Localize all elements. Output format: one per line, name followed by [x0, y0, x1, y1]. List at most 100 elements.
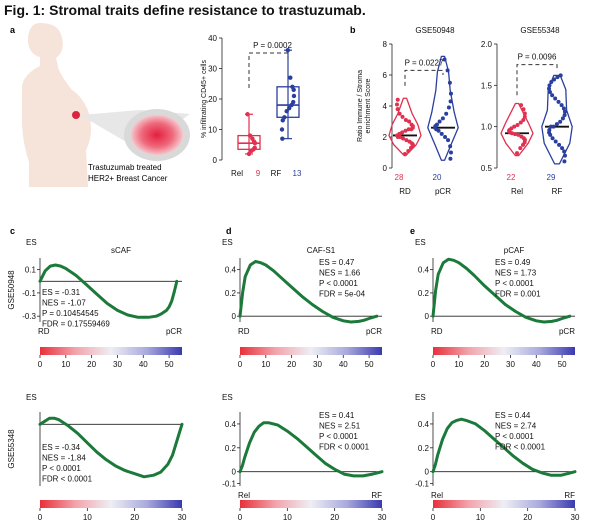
- data-point: [555, 75, 560, 80]
- data-point: [512, 124, 517, 129]
- data-point: [562, 149, 567, 154]
- data-point: [279, 127, 285, 132]
- data-point: [395, 97, 400, 102]
- data-point: [519, 103, 524, 108]
- x-tick-label: pCR: [435, 187, 451, 196]
- x-tick-label: RF: [552, 187, 563, 196]
- y-tick-label: -0.3: [22, 312, 36, 321]
- y-tick-label: 0.2: [418, 289, 430, 298]
- x-tick-label: 50: [365, 360, 374, 369]
- rank-right-label: pCR: [366, 327, 382, 336]
- data-point: [448, 150, 453, 155]
- data-point: [550, 136, 555, 141]
- y-tick-label: 2.0: [481, 40, 493, 49]
- violin-outline: [427, 55, 459, 161]
- significance-bracket: [404, 69, 444, 86]
- data-point: [560, 116, 565, 121]
- data-point: [409, 122, 414, 127]
- y-tick-label: 0: [425, 312, 430, 321]
- violin-rd: [388, 97, 422, 157]
- data-point: [291, 93, 297, 99]
- data-point: [439, 131, 444, 136]
- y-tick-label: 20: [208, 95, 217, 104]
- data-point: [560, 146, 565, 151]
- stat-line: ES = -0.34: [42, 443, 81, 452]
- y-tick-label: 40: [208, 34, 217, 43]
- data-point: [516, 132, 521, 137]
- stat-line: ES = 0.44: [495, 411, 531, 420]
- violin-rel: [500, 102, 534, 157]
- data-point: [562, 113, 567, 118]
- data-point: [448, 99, 453, 104]
- data-point: [288, 75, 293, 80]
- data-point: [519, 134, 524, 139]
- y-tick-label: 0: [425, 468, 430, 477]
- x-tick-label: 30: [113, 360, 122, 369]
- y-axis-label-line2: enrichment Score: [365, 78, 372, 133]
- x-tick-label: 20: [330, 513, 339, 522]
- p-value: P = 0.0002: [253, 41, 292, 50]
- p-value: P = 0.0096: [518, 53, 557, 62]
- y-tick-label: 0.2: [225, 289, 237, 298]
- sample-count: 20: [433, 173, 442, 182]
- box-body: [276, 86, 300, 118]
- significance-bracket: [248, 52, 289, 88]
- chart-title: pCAF: [504, 246, 525, 255]
- x-tick-label: 10: [61, 360, 70, 369]
- y-tick-label: 2: [383, 133, 388, 142]
- y-tick-label: 4: [383, 102, 388, 111]
- stat-line: FDR = 0.17559469: [42, 320, 110, 329]
- data-point: [395, 102, 400, 107]
- data-point: [561, 106, 566, 111]
- gsea-plot-c-top: ES sCAF 0.1 -0.1 -0.3 ES = -0.31 NES = -1.07P …: [7, 238, 182, 369]
- data-point: [446, 105, 451, 110]
- rank-color-bar: [433, 500, 575, 508]
- data-point: [401, 136, 406, 141]
- violin-rf: [541, 73, 573, 165]
- stat-line: NES = 1.66: [319, 269, 361, 278]
- data-point: [558, 73, 563, 78]
- chart-title: CAF-S1: [307, 246, 336, 255]
- panel-label-a: a: [10, 25, 16, 35]
- violin-outline: [541, 74, 573, 165]
- y-tick-label: 0.4: [225, 266, 237, 275]
- data-point: [518, 146, 523, 151]
- x-tick-label: 0: [431, 360, 436, 369]
- data-point: [395, 107, 400, 112]
- data-point: [445, 68, 450, 73]
- rank-right-label: pCR: [166, 327, 182, 336]
- stat-line: NES = 2.74: [495, 422, 537, 431]
- data-point: [446, 138, 451, 143]
- panel-a-caption-line2: HER2+ Breast Cancer: [88, 174, 168, 183]
- rank-right-label: pCR: [559, 327, 575, 336]
- data-point: [547, 86, 552, 91]
- data-point: [551, 124, 556, 129]
- y-tick-label: 1.5: [481, 81, 493, 90]
- y-tick-label: 0: [383, 164, 388, 173]
- rank-color-bar: [240, 500, 382, 508]
- y-axis-label: ES: [26, 238, 37, 247]
- breast-tumor-mark: [72, 111, 80, 119]
- panel-label-e: e: [410, 226, 415, 236]
- y-tick-label: 1.0: [481, 123, 493, 132]
- x-tick-label: 30: [313, 360, 322, 369]
- x-tick-label: 40: [339, 360, 348, 369]
- data-point: [562, 159, 567, 164]
- violin-plot-gse50948: GSE50948 0 2 4 6 8 Ratio Immune / Stroma enrich…: [357, 26, 459, 196]
- data-point: [437, 119, 442, 124]
- x-tick-label: 10: [83, 513, 92, 522]
- violin-outline: [500, 102, 534, 157]
- data-point: [552, 77, 557, 82]
- violin-outline: [388, 97, 422, 157]
- y-tick-label: -0.1: [22, 289, 36, 298]
- x-tick-label: 30: [178, 513, 187, 522]
- data-point: [407, 119, 412, 124]
- figure-title: Fig. 1: Stromal traits define resistance…: [4, 2, 366, 18]
- data-point: [250, 136, 255, 141]
- data-point: [547, 83, 552, 88]
- y-tick-label: 0: [232, 312, 237, 321]
- data-point: [280, 136, 285, 141]
- x-tick-label: RF: [271, 169, 282, 178]
- data-point: [562, 153, 567, 158]
